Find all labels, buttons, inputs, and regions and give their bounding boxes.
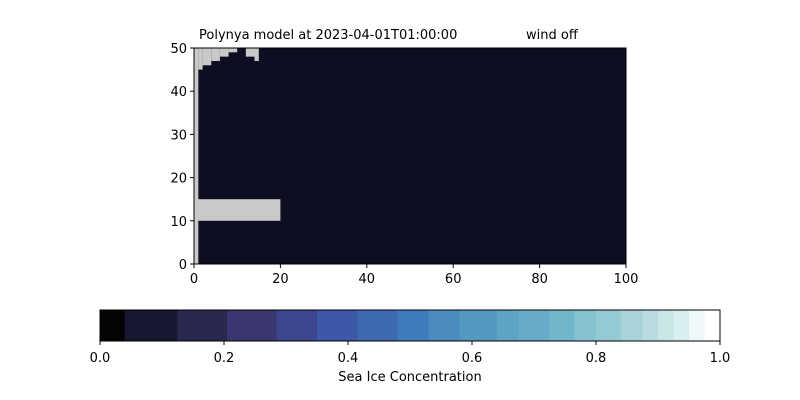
heatmap-panel: Polynya model at 2023-04-01T01:00:00 win… xyxy=(170,28,638,287)
land-cell-4 xyxy=(211,48,220,61)
colorbar-axis: 0.0 0.2 0.4 0.6 0.8 1.0 xyxy=(90,341,731,366)
colorbar-swatch-15 xyxy=(620,310,643,341)
x-tick-label: 100 xyxy=(614,272,639,287)
chart-title: Polynya model at 2023-04-01T01:00:00 xyxy=(199,28,457,43)
colorbar-swatch-6 xyxy=(357,310,399,341)
y-tick-label: 20 xyxy=(170,172,187,187)
colorbar-swatch-2 xyxy=(177,310,228,341)
y-axis: 0 10 20 30 40 50 xyxy=(170,42,194,273)
colorbar-swatch-20 xyxy=(704,310,721,341)
x-tick-label: 80 xyxy=(531,272,548,287)
x-tick-label: 20 xyxy=(272,272,289,287)
land-cell-2 xyxy=(198,48,203,70)
y-tick-label: 50 xyxy=(170,42,187,57)
colorbar-tick-label: 1.0 xyxy=(710,351,731,366)
colorbar-swatches xyxy=(100,310,721,341)
land-cell-5 xyxy=(219,48,229,57)
colorbar-swatch-11 xyxy=(518,310,550,341)
colorbar-tick-label: 0.8 xyxy=(586,351,607,366)
colorbar-tick-label: 0.4 xyxy=(338,351,359,366)
y-tick-label: 40 xyxy=(170,85,187,100)
colorbar-tick-label: 0.6 xyxy=(462,351,483,366)
colorbar-swatch-12 xyxy=(549,310,575,341)
colorbar-swatch-8 xyxy=(428,310,461,341)
colorbar-swatch-7 xyxy=(397,310,430,341)
colorbar: 0.0 0.2 0.4 0.6 0.8 1.0 Sea Ice Concentration xyxy=(90,309,731,385)
land-mask xyxy=(194,48,281,264)
colorbar-swatch-0 xyxy=(100,310,126,341)
land-cell-0 xyxy=(194,48,199,264)
colorbar-swatch-14 xyxy=(596,310,622,341)
colorbar-swatch-4 xyxy=(276,310,318,341)
colorbar-tick-label: 0.0 xyxy=(90,351,111,366)
land-cell-8 xyxy=(254,48,259,61)
colorbar-swatch-16 xyxy=(642,310,659,341)
colorbar-swatch-10 xyxy=(496,310,519,341)
colorbar-swatch-1 xyxy=(124,310,178,341)
land-cell-6 xyxy=(228,48,238,53)
colorbar-swatch-19 xyxy=(689,310,705,341)
colorbar-swatch-18 xyxy=(673,310,690,341)
chart-title-right: wind off xyxy=(526,28,579,43)
colorbar-swatch-5 xyxy=(317,310,358,341)
y-tick-label: 30 xyxy=(170,128,187,143)
colorbar-tick-label: 0.2 xyxy=(214,351,235,366)
colorbar-frame xyxy=(99,309,721,342)
y-tick-label: 10 xyxy=(170,215,187,230)
y-tick-label: 0 xyxy=(179,258,187,273)
land-cell-3 xyxy=(202,48,212,66)
land-cell-7 xyxy=(245,48,255,57)
x-axis: 0 20 40 60 80 100 xyxy=(190,264,639,287)
plot-area xyxy=(194,48,626,264)
x-tick-label: 40 xyxy=(359,272,376,287)
land-cell-1 xyxy=(194,199,281,221)
plot-frame xyxy=(193,47,627,265)
colorbar-swatch-13 xyxy=(574,310,597,341)
colorbar-swatch-9 xyxy=(459,310,498,341)
colorbar-swatch-3 xyxy=(227,310,278,341)
x-tick-label: 60 xyxy=(445,272,462,287)
colorbar-label: Sea Ice Concentration xyxy=(338,370,481,385)
colorbar-swatch-17 xyxy=(658,310,674,341)
x-tick-label: 0 xyxy=(190,272,198,287)
